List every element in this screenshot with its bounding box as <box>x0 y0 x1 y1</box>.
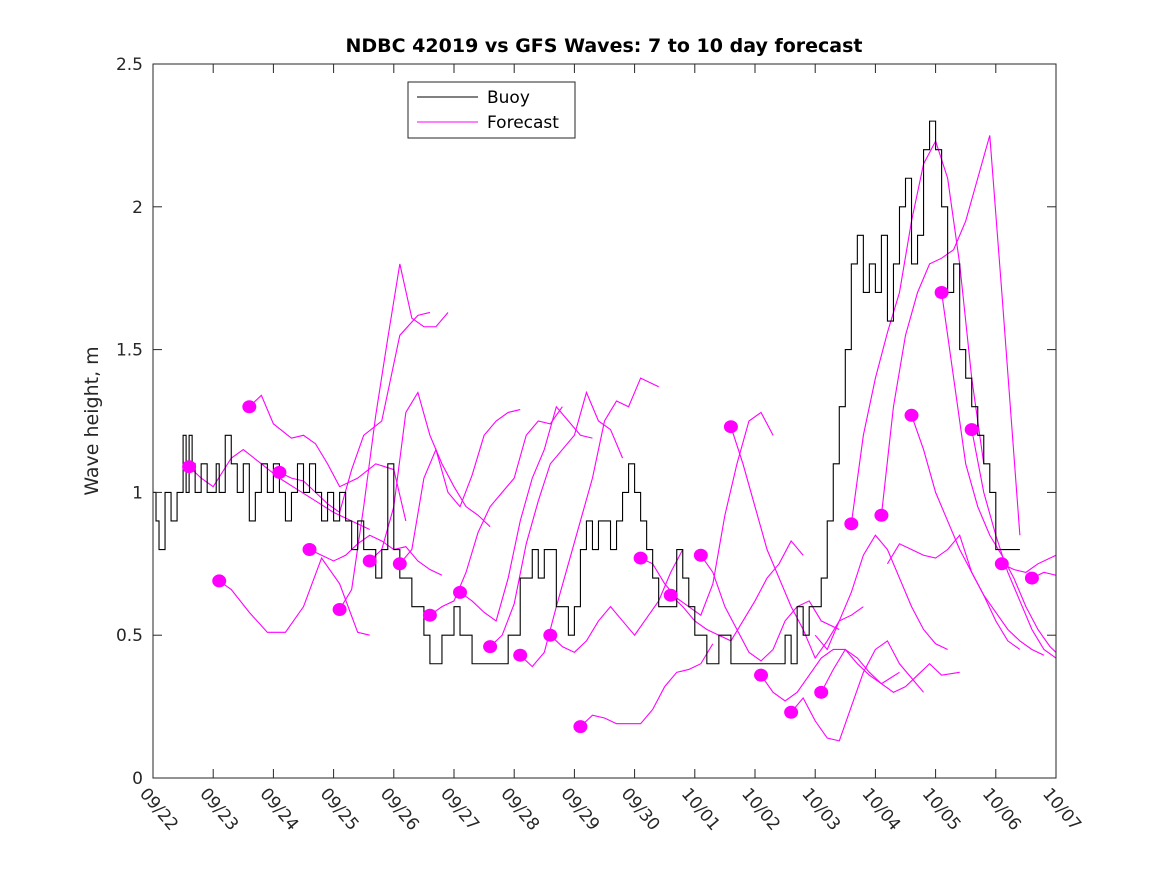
forecast-start-point <box>513 648 528 662</box>
x-tick-label: 10/05 <box>918 784 965 834</box>
y-tick-label: 2.5 <box>116 55 143 75</box>
forecast-start-point <box>904 408 919 422</box>
forecast-start-point <box>182 460 197 474</box>
forecast-line <box>971 429 1057 659</box>
chart-title: NDBC 42019 vs GFS Waves: 7 to 10 day for… <box>345 35 862 57</box>
forecast-start-point <box>362 554 377 568</box>
forecast-line <box>880 135 1021 536</box>
x-tick-label: 09/30 <box>617 784 664 834</box>
forecast-start-point <box>964 423 979 437</box>
forecast-line <box>279 311 431 514</box>
forecast-line <box>941 292 1057 653</box>
x-tick-label: 10/04 <box>858 784 905 834</box>
x-axis-ticks: 09/22 09/23 09/24 09/25 09/26 09/27 09/28 09/29… <box>135 64 1085 835</box>
y-tick-label: 2 <box>132 198 143 218</box>
forecast-line <box>218 556 370 636</box>
forecast-line <box>760 648 900 702</box>
forecast-start-point <box>994 557 1009 571</box>
forecast-line <box>580 643 714 727</box>
forecast-line <box>339 263 449 610</box>
forecast-start-point <box>633 551 648 565</box>
x-tick-label: 09/27 <box>436 784 483 834</box>
x-tick-label: 10/06 <box>978 784 1025 834</box>
y-axis-label: Wave height, m <box>81 346 103 495</box>
forecast-line <box>790 640 924 742</box>
plot-area-frame <box>152 63 1057 779</box>
forecast-line <box>814 534 948 651</box>
forecast-start-point <box>693 548 708 562</box>
forecast-line <box>850 139 985 524</box>
forecast-start-point <box>573 720 588 734</box>
forecast-start-point <box>302 543 317 557</box>
forecast-line <box>820 648 960 693</box>
forecast-line <box>459 405 593 622</box>
y-tick-label: 0.5 <box>116 626 143 646</box>
x-tick-label: 10/02 <box>737 784 784 834</box>
x-tick-label: 09/29 <box>557 784 604 834</box>
legend-forecast-label: Forecast <box>487 113 559 133</box>
x-tick-label: 09/23 <box>195 784 242 834</box>
x-tick-label: 09/28 <box>496 784 543 834</box>
forecast-start-point <box>934 285 949 299</box>
x-tick-label: 10/03 <box>797 784 844 834</box>
y-tick-label: 1 <box>132 483 143 503</box>
forecast-start-point <box>212 574 227 588</box>
forecast-series-group <box>188 135 1057 742</box>
y-axis-ticks: 0 0.5 1 1.5 2 2.5 <box>116 55 1056 789</box>
forecast-start-point <box>242 400 257 414</box>
forecast-start-point <box>272 465 287 479</box>
x-tick-label: 09/25 <box>316 784 363 834</box>
forecast-line <box>309 534 443 576</box>
x-tick-label: 09/24 <box>256 784 303 834</box>
forecast-start-point <box>543 628 558 642</box>
forecast-line <box>670 539 804 642</box>
x-tick-label: 09/22 <box>135 784 182 834</box>
buoy-series-group <box>153 120 1020 665</box>
buoy-line <box>153 120 1020 665</box>
forecast-start-point <box>332 602 347 616</box>
forecast-line <box>248 394 407 522</box>
forecast-start-point <box>723 420 738 434</box>
forecast-start-point <box>814 685 829 699</box>
x-tick-label: 09/26 <box>376 784 423 834</box>
y-tick-label: 0 <box>132 769 143 789</box>
forecast-start-point <box>663 588 678 602</box>
forecast-start-point <box>754 668 769 682</box>
forecast-line <box>886 534 1021 650</box>
forecast-line <box>549 549 684 653</box>
forecast-line <box>1001 554 1057 573</box>
forecast-start-point <box>844 517 859 531</box>
forecast-line <box>519 377 659 668</box>
forecast-line <box>700 554 840 662</box>
forecast-line <box>429 406 563 616</box>
forecast-start-point <box>874 508 889 522</box>
y-tick-label: 1.5 <box>116 341 143 361</box>
legend-box <box>407 81 576 139</box>
forecast-line <box>911 415 1045 656</box>
x-tick-label: 10/07 <box>1038 784 1085 834</box>
forecast-start-point <box>1024 571 1039 585</box>
forecast-start-point <box>422 608 437 622</box>
forecast-start-point <box>392 557 407 571</box>
forecast-start-point <box>784 705 799 719</box>
x-tick-label: 10/01 <box>677 784 724 834</box>
legend-buoy-label: Buoy <box>487 88 530 108</box>
forecast-start-point <box>453 585 468 599</box>
forecast-line <box>188 448 370 531</box>
forecast-start-point <box>483 640 498 654</box>
forecast-start-dots-group <box>182 285 1039 734</box>
forecast-line <box>489 390 624 648</box>
forecast-line <box>369 391 491 562</box>
forecast-line <box>640 411 774 617</box>
forecast-line <box>399 409 521 565</box>
legend: Buoy Forecast <box>407 81 576 139</box>
